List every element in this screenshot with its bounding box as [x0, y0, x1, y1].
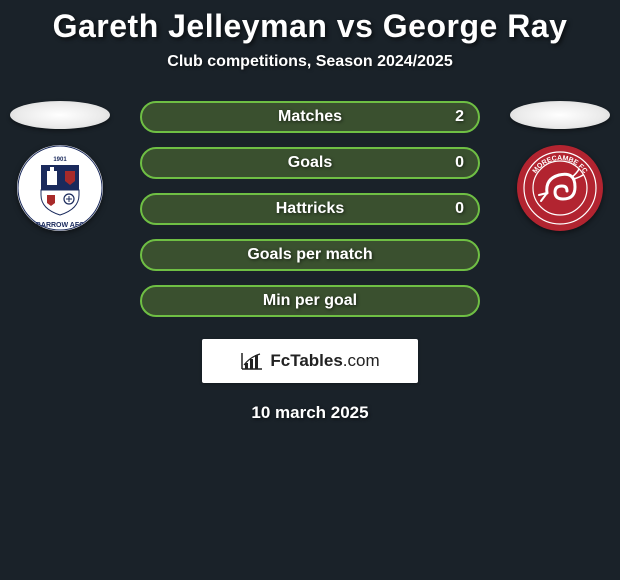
left-player-oval [10, 101, 110, 129]
svg-text:1901: 1901 [53, 157, 67, 163]
stat-pill-hattricks: Hattricks 0 [140, 193, 480, 225]
stat-value: 2 [455, 108, 464, 126]
stat-pill-goals: Goals 0 [140, 147, 480, 179]
stat-value: 0 [455, 154, 464, 172]
brand-badge: FcTables.com [202, 339, 418, 383]
right-club-crest: MORECAMBE FC [517, 145, 603, 231]
page-title: Gareth Jelleyman vs George Ray [0, 8, 620, 45]
comparison-row: 1901 BARROW AFC Matches 2 Goals 0 Hattri… [0, 101, 620, 317]
date-text: 10 march 2025 [0, 403, 620, 423]
stat-pill-goals-per-match: Goals per match [140, 239, 480, 271]
shield-icon: 1901 BARROW AFC [17, 145, 103, 231]
brand-text: FcTables.com [270, 351, 379, 371]
stat-label: Matches [278, 108, 342, 126]
svg-text:BARROW AFC: BARROW AFC [36, 222, 84, 229]
bar-chart-icon [240, 351, 264, 371]
stat-value: 0 [455, 200, 464, 218]
left-player-col: 1901 BARROW AFC [0, 101, 120, 231]
stat-pill-list: Matches 2 Goals 0 Hattricks 0 Goals per … [140, 101, 480, 317]
stat-label: Goals [288, 154, 332, 172]
stat-pill-min-per-goal: Min per goal [140, 285, 480, 317]
stat-label: Hattricks [276, 200, 344, 218]
right-player-col: MORECAMBE FC [500, 101, 620, 231]
stat-pill-matches: Matches 2 [140, 101, 480, 133]
stat-label: Min per goal [263, 292, 357, 310]
left-club-crest: 1901 BARROW AFC [17, 145, 103, 231]
right-player-oval [510, 101, 610, 129]
shrimp-crest-icon: MORECAMBE FC [517, 145, 603, 231]
stat-label: Goals per match [247, 246, 372, 264]
season-subtitle: Club competitions, Season 2024/2025 [0, 53, 620, 71]
